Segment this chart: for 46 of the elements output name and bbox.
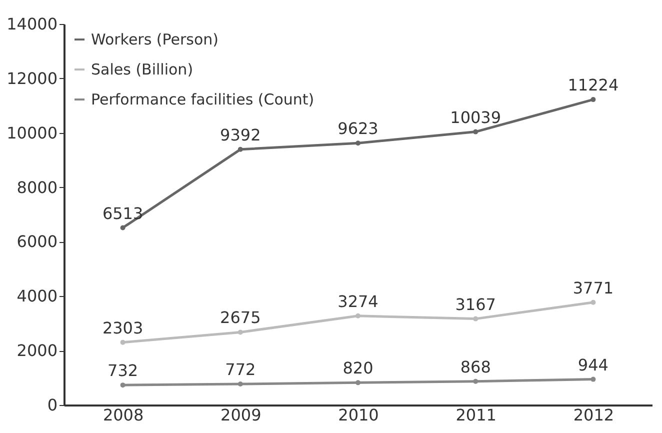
point bbox=[238, 146, 243, 152]
data-label: 944 bbox=[578, 355, 608, 374]
point bbox=[120, 340, 126, 345]
point bbox=[356, 313, 360, 318]
y-tick-label: 12000 bbox=[6, 68, 58, 88]
data-label: 10039 bbox=[450, 108, 502, 127]
point bbox=[120, 225, 126, 230]
y-tick-label: 14000 bbox=[6, 14, 58, 34]
y-tick-label: 0 bbox=[47, 396, 58, 414]
point bbox=[120, 382, 126, 388]
point bbox=[590, 376, 596, 382]
point bbox=[356, 140, 360, 146]
data-label: 11224 bbox=[568, 76, 619, 95]
data-label: 772 bbox=[225, 360, 256, 379]
y-tick-label: 2000 bbox=[16, 341, 58, 360]
point bbox=[473, 378, 478, 384]
point bbox=[590, 97, 596, 102]
data-label: 9392 bbox=[220, 125, 261, 144]
point bbox=[238, 330, 243, 335]
point bbox=[473, 129, 478, 134]
legend-label: Workers (Person) bbox=[91, 30, 219, 48]
data-label: 3167 bbox=[455, 294, 496, 314]
point bbox=[238, 381, 243, 386]
data-label: 6513 bbox=[102, 204, 144, 223]
data-label: 3274 bbox=[338, 292, 378, 311]
y-tick-label: 10000 bbox=[6, 123, 58, 142]
x-tick-label: 2008 bbox=[102, 406, 144, 424]
point bbox=[590, 300, 596, 305]
data-label: 3771 bbox=[572, 278, 614, 298]
x-tick-label: 2009 bbox=[220, 406, 262, 424]
y-tick-label: 6000 bbox=[16, 232, 58, 252]
x-tick-label: 2010 bbox=[338, 406, 379, 424]
data-label: 2303 bbox=[102, 318, 144, 338]
y-tick-label: 8000 bbox=[16, 178, 58, 197]
legend-label: Performance facilities (Count) bbox=[91, 90, 314, 108]
data-label: 2675 bbox=[220, 308, 261, 328]
x-tick-label: 2011 bbox=[456, 406, 496, 424]
point bbox=[473, 316, 478, 322]
point bbox=[356, 380, 360, 386]
data-label: 868 bbox=[460, 357, 491, 376]
x-tick-label: 2012 bbox=[573, 406, 614, 424]
data-label: 820 bbox=[342, 358, 374, 378]
y-tick-label: 4000 bbox=[16, 286, 58, 306]
data-label: 732 bbox=[108, 361, 138, 380]
data-label: 9623 bbox=[338, 119, 378, 138]
legend-label: Sales (Billion) bbox=[91, 60, 194, 78]
